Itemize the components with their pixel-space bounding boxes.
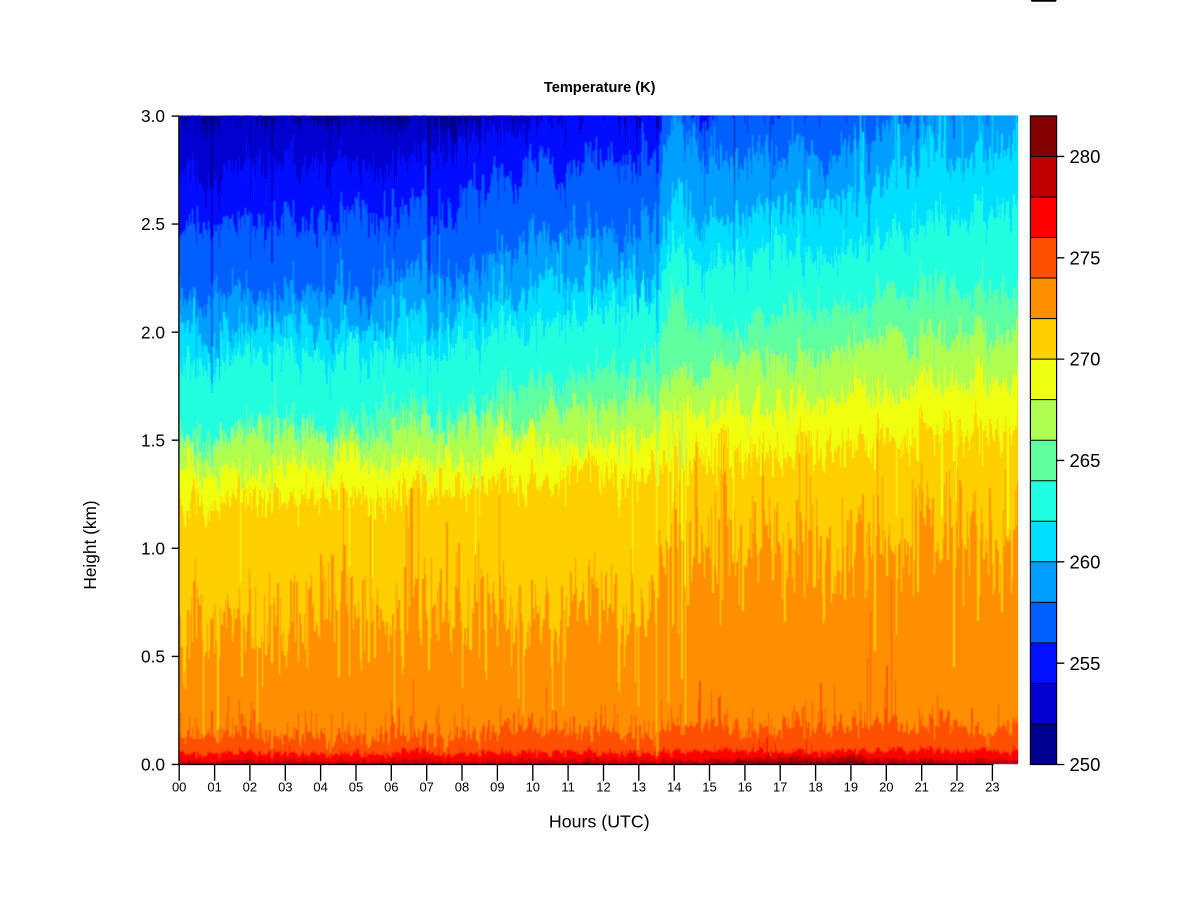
svg-text:2.5: 2.5 — [141, 214, 165, 234]
svg-text:01: 01 — [207, 779, 221, 794]
svg-text:Hours (UTC): Hours (UTC) — [549, 812, 650, 832]
svg-text:275: 275 — [1070, 247, 1101, 268]
svg-text:16: 16 — [738, 779, 752, 794]
svg-text:11: 11 — [561, 779, 575, 794]
svg-text:13: 13 — [632, 779, 646, 794]
svg-text:23: 23 — [985, 779, 999, 794]
svg-text:03: 03 — [278, 779, 292, 794]
svg-text:14: 14 — [667, 779, 681, 794]
svg-text:18: 18 — [808, 779, 822, 794]
svg-text:10: 10 — [526, 779, 540, 794]
svg-text:1.5: 1.5 — [141, 430, 165, 450]
svg-text:08: 08 — [455, 779, 469, 794]
svg-text:250: 250 — [1070, 754, 1101, 775]
svg-text:280: 280 — [1070, 146, 1101, 167]
svg-text:12: 12 — [596, 779, 610, 794]
svg-text:07: 07 — [419, 779, 433, 794]
svg-text:20: 20 — [879, 779, 893, 794]
svg-text:22: 22 — [950, 779, 964, 794]
svg-text:21: 21 — [914, 779, 928, 794]
svg-text:Temperature (K): Temperature (K) — [544, 80, 656, 96]
svg-text:06: 06 — [384, 779, 398, 794]
svg-text:265: 265 — [1070, 450, 1101, 471]
svg-text:15: 15 — [702, 779, 716, 794]
svg-text:270: 270 — [1070, 349, 1101, 370]
svg-text:09: 09 — [490, 779, 504, 794]
svg-text:255: 255 — [1070, 653, 1101, 674]
svg-text:00: 00 — [172, 779, 186, 794]
svg-text:0.0: 0.0 — [141, 755, 165, 775]
svg-text:05: 05 — [349, 779, 363, 794]
svg-text:17: 17 — [773, 779, 787, 794]
svg-text:260: 260 — [1070, 551, 1101, 572]
svg-text:2.0: 2.0 — [141, 322, 165, 342]
svg-text:02: 02 — [243, 779, 257, 794]
svg-text:1.0: 1.0 — [141, 538, 165, 558]
svg-text:04: 04 — [313, 779, 327, 794]
svg-text:3.0: 3.0 — [141, 106, 165, 126]
svg-text:Height (km): Height (km) — [80, 500, 100, 589]
svg-text:0.5: 0.5 — [141, 647, 165, 667]
svg-text:19: 19 — [844, 779, 858, 794]
